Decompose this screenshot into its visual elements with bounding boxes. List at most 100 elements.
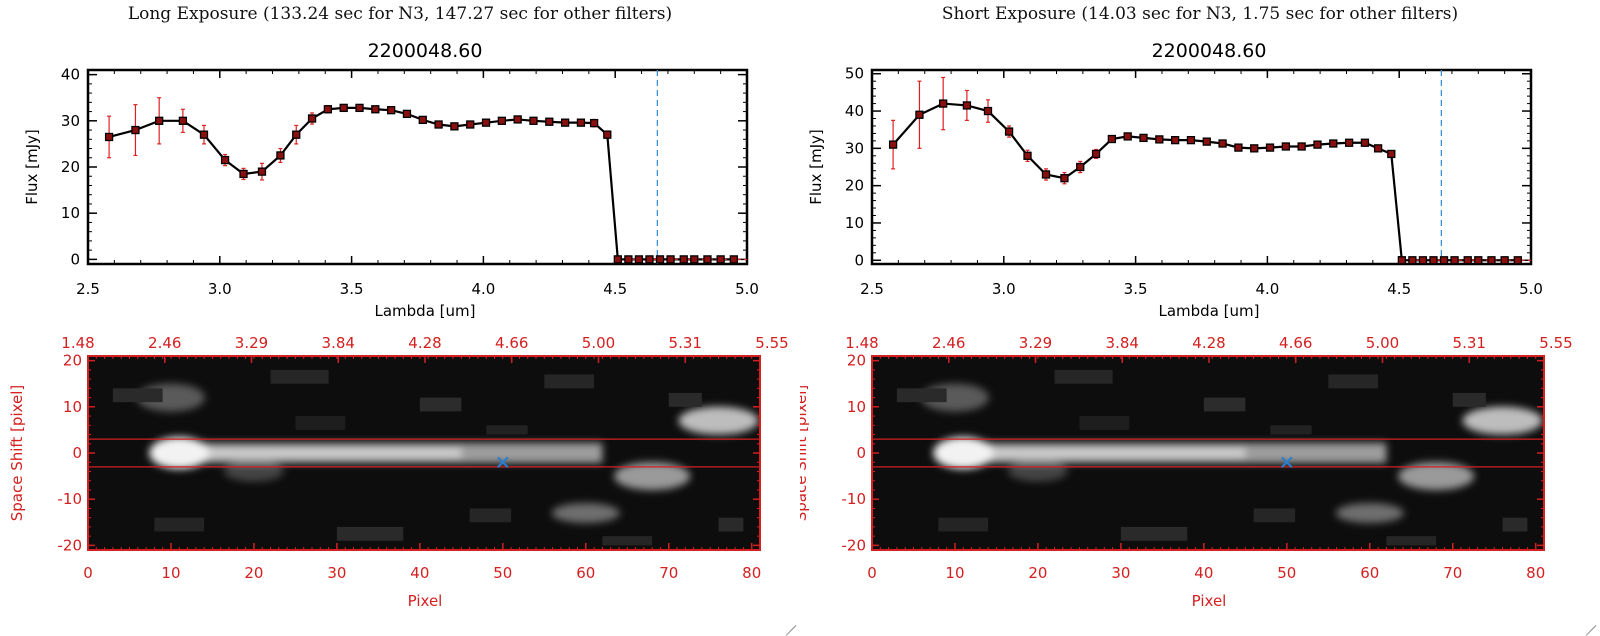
data-point (603, 130, 612, 139)
y-tick-label: 40 (61, 66, 80, 84)
data-point (589, 118, 599, 128)
spectral-trace-core (170, 448, 462, 458)
data-point (307, 114, 317, 123)
y-tick-label: 10 (63, 398, 82, 416)
spectral-trace-core (954, 448, 1246, 458)
y-tick-label: 20 (61, 158, 80, 176)
long-exposure-figure: 2200048.60 Lambda [um] Flux [mJy] 2.5 3.0… (8, 40, 789, 610)
short-spectrum-marks: 2.5 3.0 3.5 4.0 4.5 5.0 0 10 20 30 40 50 (845, 65, 1543, 298)
secondary-trail (1335, 503, 1404, 524)
data-point (1513, 256, 1522, 265)
x-tick-label: 4.0 (1255, 280, 1279, 298)
top-tick-label: 4.66 (1279, 334, 1312, 352)
y-tick-label: -10 (58, 490, 83, 508)
data-point (1329, 139, 1338, 148)
noise-patch (336, 526, 404, 541)
top-tick-label: 4.28 (408, 334, 441, 352)
noise-patch (1328, 374, 1379, 389)
y-tick-label: 0 (856, 444, 866, 462)
data-point (1360, 138, 1370, 147)
noise-patch (154, 517, 205, 532)
data-point (1041, 170, 1051, 179)
data-point (1091, 149, 1101, 159)
short-image-xlabel: Pixel (1192, 592, 1227, 610)
resize-grip-icon[interactable] (1582, 612, 1597, 636)
data-point (1250, 144, 1259, 153)
y-tick-label: 0 (854, 251, 864, 269)
data-point (371, 105, 380, 114)
x-tick-label: 4.5 (1387, 280, 1411, 298)
data-point (434, 120, 443, 129)
data-point (655, 255, 665, 264)
data-point (386, 106, 396, 115)
data-point (1373, 144, 1383, 153)
data-point (257, 167, 267, 176)
top-tick-label: 2.46 (148, 334, 181, 352)
data-point (418, 115, 427, 125)
top-tick-label: 3.29 (235, 334, 268, 352)
secondary-source (1398, 462, 1475, 491)
x-tick-label: 40 (410, 564, 429, 582)
long-image-axes: 0 10 20 30 40 50 60 70 80 1.48 2.46 3.29 3.84 4.28 4.6… (58, 334, 789, 582)
data-point (1439, 256, 1449, 265)
x-tick-label: 3.0 (992, 280, 1016, 298)
x-tick-label: 3.5 (340, 280, 364, 298)
noise-patch (1452, 392, 1486, 407)
short-spectral-image: 0 10 20 30 40 50 60 70 80 1.48 2.46 3.29 3.84 4.28 4.6… (800, 334, 1573, 610)
top-tick-label: 3.84 (1106, 334, 1139, 352)
data-point (1155, 135, 1164, 144)
noise-patch (270, 369, 329, 384)
data-point (613, 255, 622, 264)
y-tick-label: -10 (842, 490, 867, 508)
noise-patch (419, 397, 462, 412)
x-tick-label: 60 (1360, 564, 1379, 582)
long-spectral-image: 0 10 20 30 40 50 60 70 80 1.48 2.46 3.29 3.84 4.28 4.6… (8, 334, 789, 610)
x-tick-label: 2.5 (860, 280, 884, 298)
noise-patch (1203, 397, 1246, 412)
long-exposure-title: Long Exposure (133.24 sec for N3, 147.27… (127, 4, 673, 24)
top-tick-label: 1.48 (845, 334, 878, 352)
data-point (645, 255, 654, 264)
noise-patch (544, 374, 595, 389)
y-tick-label: 50 (845, 65, 864, 83)
top-tick-label: 5.55 (755, 334, 788, 352)
data-point (703, 255, 712, 264)
data-point (292, 130, 301, 139)
x-tick-label: 70 (659, 564, 678, 582)
data-point (1487, 256, 1496, 265)
data-point (178, 116, 188, 125)
short-image-pixels (872, 356, 1544, 550)
top-tick-label: 3.29 (1019, 334, 1052, 352)
x-tick-label: 50 (1277, 564, 1296, 582)
x-tick-label: 70 (1443, 564, 1462, 582)
x-tick-label: 80 (1526, 564, 1545, 582)
flux-line (892, 102, 1518, 262)
top-tick-label: 2.46 (932, 334, 965, 352)
data-point (1170, 135, 1180, 145)
noise-patch (1253, 508, 1296, 523)
long-spectrum-marks: 2.5 3.0 3.5 4.0 4.5 5.0 0 10 20 30 40 (61, 66, 759, 298)
x-tick-label: 20 (1028, 564, 1047, 582)
data-point (915, 110, 924, 119)
data-point (513, 115, 522, 124)
x-tick-label: 0 (867, 564, 877, 582)
data-point (402, 109, 412, 119)
top-tick-label: 5.31 (1453, 334, 1486, 352)
data-point (1076, 162, 1085, 172)
secondary-source (1462, 406, 1543, 435)
x-tick-label: 3.0 (208, 280, 232, 298)
data-point (239, 169, 248, 179)
noise-patch (938, 517, 989, 532)
data-point (1397, 256, 1406, 265)
bright-source (149, 437, 210, 469)
noise-patch (1386, 536, 1437, 546)
x-tick-label: 2.5 (76, 280, 100, 298)
resize-grip-icon[interactable] (782, 612, 797, 636)
data-point (220, 155, 230, 165)
bright-source (933, 437, 994, 469)
top-tick-label: 5.00 (582, 334, 615, 352)
data-point (1218, 139, 1227, 148)
data-point (529, 116, 538, 125)
short-spectrum-xlabel: Lambda [um] (1159, 302, 1260, 320)
secondary-trail (551, 503, 620, 524)
